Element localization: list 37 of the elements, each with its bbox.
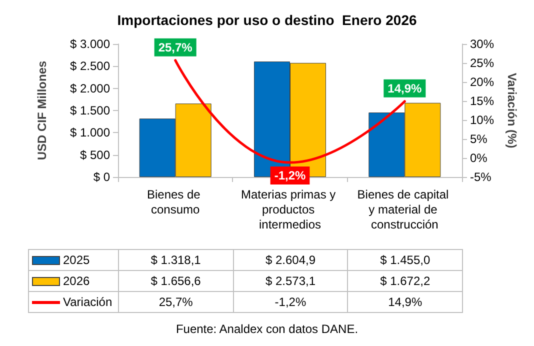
data-label: $ 1.318,1: [118, 250, 234, 270]
data-label: $ 1.656,6: [118, 270, 234, 292]
y-tick-label: $ 1.000: [70, 126, 110, 140]
data-label: $ 2.604,9: [233, 250, 348, 270]
data-label: -1,2%: [233, 292, 348, 312]
y-tick-label: $ 0: [93, 170, 110, 184]
legend-label: Variación: [28, 292, 118, 312]
source-note: Fuente: Analdex con datos DANE.: [174, 322, 360, 336]
legend-label: 2025: [28, 250, 118, 270]
y2-tick-label: 15%: [470, 94, 494, 108]
y-tick-label: $ 500: [80, 148, 110, 162]
x-tick-label: Bienes de consumo: [146, 188, 204, 216]
y2-tick-label: 10%: [470, 113, 494, 127]
y-axis-title: USD CIF Millones: [35, 60, 49, 160]
data-label: $ 1.672,2: [348, 270, 462, 292]
y2-tick-label: 0%: [470, 151, 488, 165]
y2-tick-label: -5%: [470, 170, 492, 184]
y2-axis-title: Variación (%): [505, 72, 519, 148]
y-tick-label: $ 1.500: [70, 104, 110, 118]
x-tick-label: Materias primas y productos intermedios: [240, 188, 340, 232]
y2-tick-label: 20%: [470, 75, 494, 89]
y2-tick-label: 5%: [470, 132, 488, 146]
legend-label: 2026: [28, 270, 118, 292]
x-tick-label: Bienes de capital y material de construcción: [357, 188, 452, 232]
y-tick-label: $ 2.500: [70, 59, 110, 74]
data-label: 14,9%: [348, 292, 462, 312]
y2-tick-label: 25%: [470, 56, 494, 70]
data-label: $ 1.455,0: [348, 250, 462, 270]
text: 14,9%: [388, 81, 422, 96]
data-label: 25,7%: [118, 292, 234, 312]
text: -1,2%: [274, 168, 306, 183]
y-tick-label: $ 3.000: [70, 37, 110, 51]
chart-title: Importaciones por uso o destino Enero 2026: [117, 12, 417, 28]
y2-tick-label: 30%: [470, 37, 494, 51]
y-tick-label: $ 2.000: [70, 81, 110, 96]
text: 25,7%: [158, 40, 192, 54]
data-label: $ 2.573,1: [233, 270, 348, 292]
